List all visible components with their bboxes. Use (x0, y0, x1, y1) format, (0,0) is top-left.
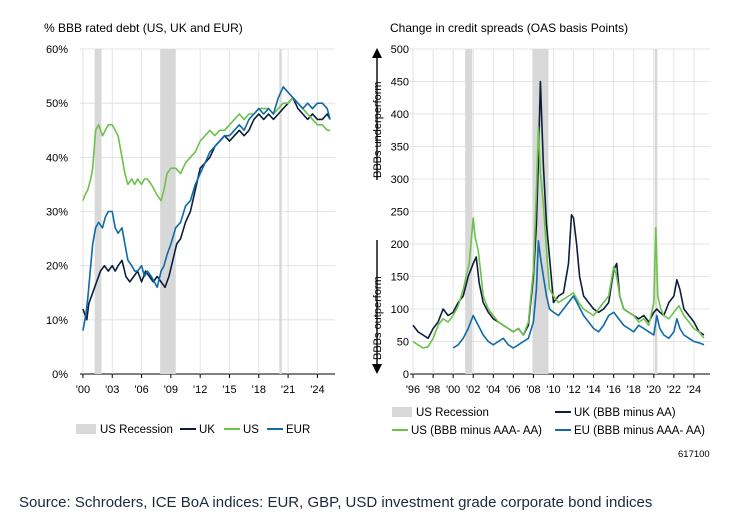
right-y-tick-250: 250 (391, 207, 409, 219)
down-arrow-head (372, 364, 382, 374)
left-chart-title: % BBB rated debt (US, UK and EUR) (44, 21, 243, 35)
left-recession-band-1 (160, 49, 176, 374)
left-y-tick-20: 20% (46, 261, 68, 273)
left-y-tick-30: 30% (46, 207, 68, 219)
left-series-us (82, 97, 331, 202)
right-series-us-bbb-minus-aaa-aa- (412, 126, 705, 349)
left-recession-bands (94, 49, 282, 374)
underperform-label: BBBs underperform (372, 81, 384, 178)
right-y-tick-50: 50 (397, 337, 409, 349)
right-x-tick-1998: '98 (426, 384, 440, 396)
source-note: Source: Schroders, ICE BoA indices: EUR,… (19, 494, 653, 511)
left-y-tick-40: 40% (46, 152, 68, 164)
right-y-tick-150: 150 (391, 272, 409, 284)
left-recession-band-0 (94, 49, 102, 374)
left-x-tick-2003: '03 (105, 384, 119, 396)
left-y-tick-0: 0% (52, 369, 68, 381)
right-y-tick-450: 450 (391, 77, 409, 89)
legend-recession-right: US Recession (416, 407, 489, 419)
right-series-uk-bbb-minus-aa- (412, 80, 705, 340)
legend-recession-left: US Recession (100, 424, 173, 436)
right-recession-band-0 (465, 49, 473, 374)
right-x-tick-2012: '12 (566, 384, 580, 396)
outperform-label: BBBs outperform (372, 276, 384, 360)
left-x-tick-2006: '06 (134, 384, 148, 396)
legend-eu-spread: EU (BBB minus AAA- AA) (574, 425, 705, 437)
left-y-tick-10: 10% (46, 315, 68, 327)
right-grid (410, 48, 710, 375)
chart-code: 617100 (678, 449, 710, 460)
left-x-tick-2018: '18 (252, 384, 266, 396)
right-x-tick-2006: '06 (506, 384, 520, 396)
left-series-eur (82, 86, 331, 331)
right-y-tick-300: 300 (391, 174, 409, 186)
left-grid (80, 48, 335, 375)
left-x-ticks: '00 '03 '06 '09 '12 '15 '18 '21 '24 (76, 374, 325, 396)
left-series-uk (82, 97, 331, 321)
right-x-tick-2020: '20 (647, 384, 661, 396)
right-recession-band-2 (654, 49, 658, 374)
legend-us: US (243, 424, 259, 436)
left-y-ticks: 0% 10% 20% 30% 40% 50% 60% (46, 44, 68, 381)
right-x-tick-2002: '02 (466, 384, 480, 396)
right-y-tick-0: 0 (403, 369, 409, 381)
right-y-tick-400: 400 (391, 109, 409, 121)
right-x-tick-2016: '16 (607, 384, 621, 396)
right-x-tick-2000: '00 (446, 384, 460, 396)
right-x-tick-2008: '08 (526, 384, 540, 396)
left-x-tick-2015: '15 (222, 384, 236, 396)
right-x-ticks: '96 '98 '00 '02 '04 '06 '08 '10 '12 '14 '16 '18 '20 '… (406, 374, 701, 396)
right-y-ticks: 0 50 100 150 200 250 300 350 400 450 500 (391, 44, 409, 381)
right-series-eu-bbb-minus-aaa-aa- (452, 240, 705, 349)
legend-us-spread: US (BBB minus AAA- AA) (411, 425, 542, 437)
right-x-tick-2024: '24 (687, 384, 701, 396)
right-x-tick-2018: '18 (627, 384, 641, 396)
right-x-tick-2014: '14 (586, 384, 600, 396)
left-y-tick-60: 60% (46, 44, 68, 56)
left-x-tick-2021: '21 (281, 384, 295, 396)
right-x-tick-2004: '04 (486, 384, 500, 396)
left-x-tick-2024: '24 (310, 384, 324, 396)
legend-swatch-recession-right (392, 407, 412, 417)
right-x-tick-2022: '22 (667, 384, 681, 396)
right-y-tick-200: 200 (391, 239, 409, 251)
left-recession-band-2 (279, 49, 282, 374)
left-y-tick-50: 50% (46, 98, 68, 110)
left-x-tick-2000: '00 (76, 384, 90, 396)
right-y-tick-500: 500 (391, 44, 409, 56)
legend-uk-spread: UK (BBB minus AA) (574, 407, 676, 419)
legend-swatch-recession-left (76, 424, 96, 434)
up-arrow-head (372, 48, 382, 58)
right-y-tick-350: 350 (391, 142, 409, 154)
right-y-tick-100: 100 (391, 304, 409, 316)
legend-eur: EUR (286, 424, 310, 436)
left-x-tick-2012: '12 (193, 384, 207, 396)
legend-uk: UK (199, 424, 215, 436)
right-series-lines (412, 80, 705, 349)
right-x-tick-2010: '10 (546, 384, 560, 396)
right-x-tick-1996: '96 (406, 384, 420, 396)
left-series-lines (82, 86, 331, 331)
left-x-tick-2009: '09 (164, 384, 178, 396)
right-chart-title: Change in credit spreads (OAS basis Poin… (390, 21, 628, 35)
